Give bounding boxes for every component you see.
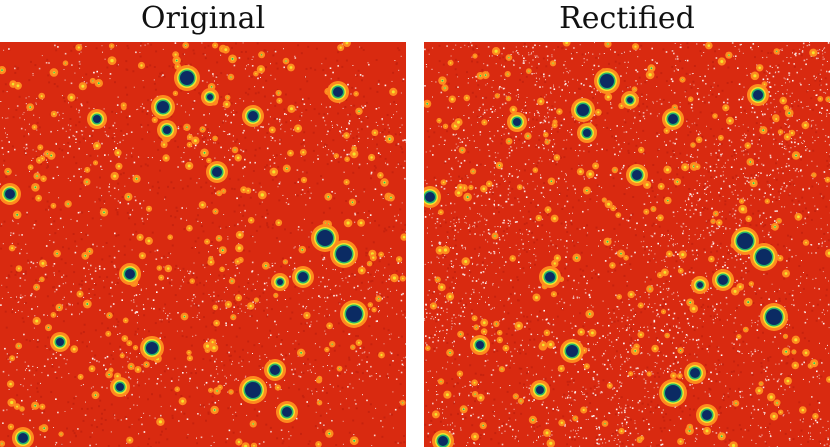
panel-rectified: Rectified bbox=[424, 0, 830, 447]
panel-title-original: Original bbox=[140, 1, 266, 36]
panel-original: Original bbox=[0, 0, 406, 447]
panel-title-rectified: Rectified bbox=[559, 1, 695, 36]
star-field-image-original bbox=[0, 42, 406, 447]
star-field-image-rectified bbox=[424, 42, 830, 447]
